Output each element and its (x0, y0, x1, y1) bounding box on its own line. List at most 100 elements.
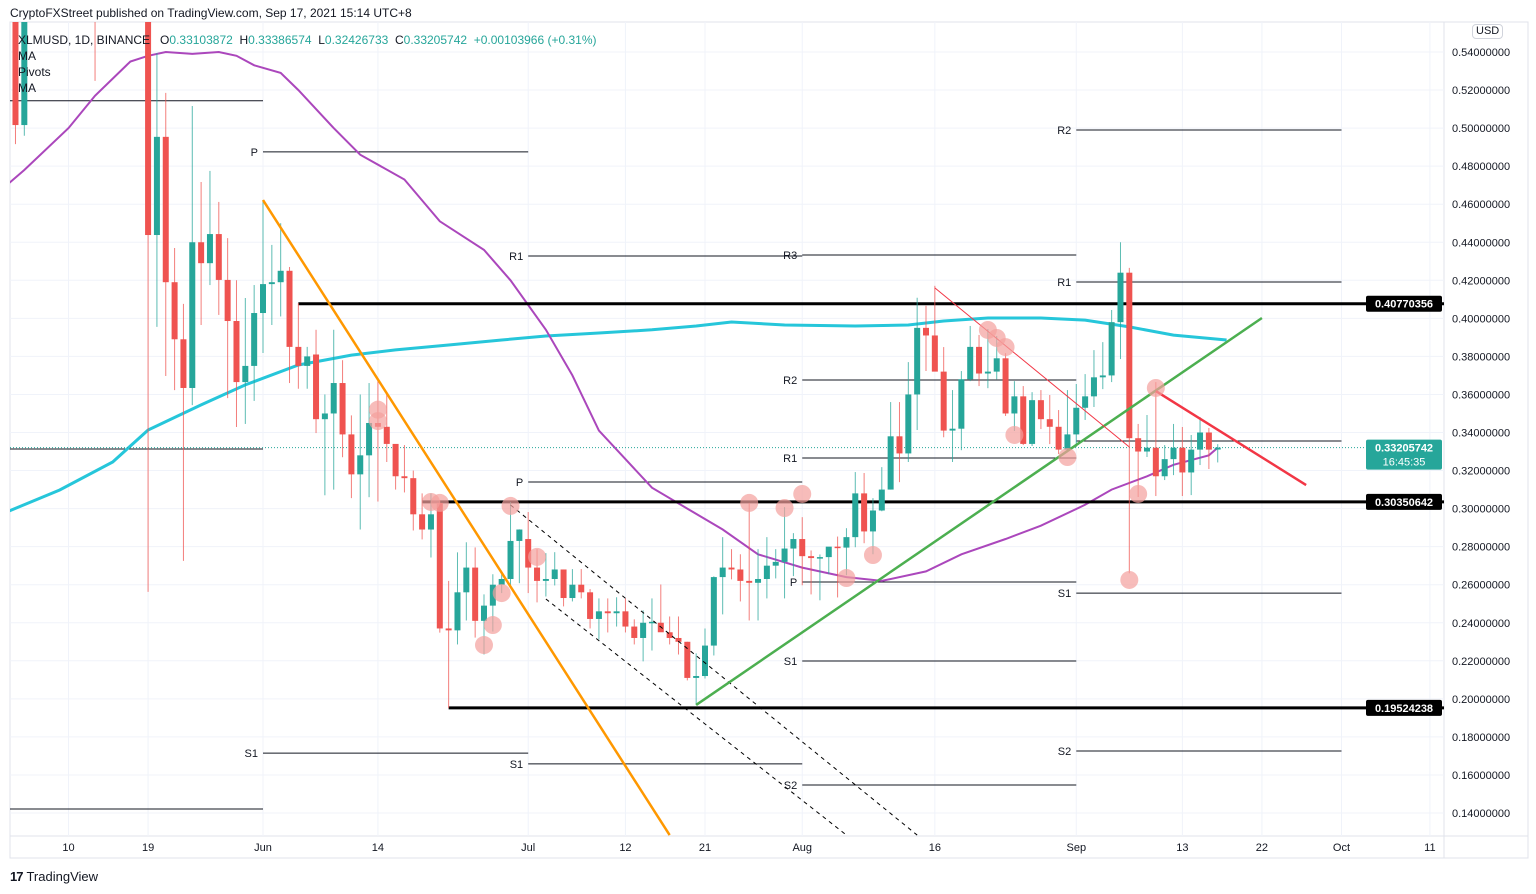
candle-down[interactable] (12, 0, 19, 145)
candle-up[interactable] (304, 346, 311, 389)
candle-down[interactable] (313, 329, 320, 434)
candle-down[interactable] (604, 598, 611, 633)
candle-up[interactable] (710, 576, 717, 656)
time-axis[interactable]: 10 19 Jun 14 Jul 12 21 Aug 16 Sep 13 22 Oct 11 (62, 842, 1435, 854)
candle-down[interactable] (728, 549, 735, 580)
candle-up[interactable] (1064, 390, 1071, 453)
candle-down[interactable] (162, 92, 169, 376)
indicator-ma-2[interactable]: MA (18, 81, 36, 95)
candle-up[interactable] (613, 597, 620, 627)
candle-up[interactable] (790, 533, 797, 577)
candle-down[interactable] (923, 305, 929, 372)
candle-down[interactable] (861, 473, 868, 544)
indicator-pivots[interactable]: Pivots (18, 65, 51, 79)
candle-up[interactable] (1117, 242, 1124, 360)
candle-down[interactable] (472, 547, 479, 638)
candle-down[interactable] (339, 360, 346, 458)
candle-up[interactable] (516, 529, 523, 584)
candle-down[interactable] (392, 443, 399, 490)
candle-up[interactable] (1161, 445, 1168, 481)
candle-up[interactable] (357, 394, 364, 530)
candle-up[interactable] (1082, 374, 1089, 420)
candle-down[interactable] (180, 303, 187, 561)
candle-up[interactable] (1188, 434, 1195, 496)
candle-down[interactable] (666, 616, 673, 645)
candle-up[interactable] (21, 0, 28, 136)
candle-down[interactable] (834, 536, 841, 598)
candle-down[interactable] (657, 584, 664, 633)
candle-up[interactable] (251, 285, 258, 401)
candle-down[interactable] (1179, 426, 1186, 497)
candle-up[interactable] (260, 200, 266, 353)
candle-down[interactable] (1205, 427, 1212, 470)
candle-up[interactable] (905, 362, 912, 462)
red-downtrend-line[interactable] (1155, 389, 1307, 487)
candle-up[interactable] (1214, 444, 1221, 463)
candle-down[interactable] (746, 502, 753, 621)
candle-up[interactable] (843, 528, 850, 576)
candle-down[interactable] (295, 303, 302, 389)
candle-down[interactable] (171, 247, 178, 391)
candle-up[interactable] (958, 371, 965, 451)
candle-up[interactable] (1029, 392, 1036, 447)
candle-up[interactable] (551, 552, 558, 586)
candle-up[interactable] (569, 569, 576, 602)
candle-up[interactable] (1144, 414, 1150, 458)
candle-down[interactable] (684, 641, 691, 681)
candle-down[interactable] (560, 569, 567, 607)
candle-up[interactable] (781, 507, 788, 599)
candle-down[interactable] (896, 402, 903, 483)
candle-down[interactable] (233, 280, 240, 427)
candle-up[interactable] (825, 546, 832, 575)
candle-down[interactable] (631, 619, 638, 645)
candle-up[interactable] (648, 598, 655, 651)
candle-up[interactable] (852, 472, 859, 548)
candle-down[interactable] (401, 445, 408, 493)
candle-up[interactable] (242, 297, 249, 424)
candle-down[interactable] (374, 379, 381, 502)
candle-up[interactable] (277, 223, 284, 317)
candle-down[interactable] (215, 201, 222, 315)
candle-up[interactable] (693, 653, 700, 705)
candle-down[interactable] (286, 266, 293, 384)
candle-up[interactable] (189, 106, 196, 406)
candle-up[interactable] (967, 325, 974, 382)
candle-up[interactable] (366, 383, 373, 498)
candle-up[interactable] (1108, 309, 1115, 383)
candle-down[interactable] (198, 181, 205, 326)
candle-down[interactable] (436, 500, 443, 633)
candle-down[interactable] (1055, 410, 1062, 454)
candle-up[interactable] (763, 537, 770, 599)
candle-up[interactable] (1090, 350, 1097, 408)
green-uptrend-line[interactable] (695, 316, 1263, 706)
candle-up[interactable] (702, 628, 708, 679)
candle-down[interactable] (445, 580, 452, 708)
candle-up[interactable] (949, 390, 956, 462)
candle-down[interactable] (348, 415, 355, 499)
candle-down[interactable] (1135, 423, 1142, 497)
candle-down[interactable] (808, 550, 815, 595)
candle-down[interactable] (675, 616, 682, 655)
candle-up[interactable] (595, 598, 602, 640)
candle-down[interactable] (410, 470, 417, 531)
candle-up[interactable] (869, 498, 876, 555)
candle-down[interactable] (587, 589, 594, 629)
candle-up[interactable] (454, 552, 461, 645)
candle-up[interactable] (542, 553, 549, 597)
candle-up[interactable] (153, 52, 160, 327)
candle-up[interactable] (1011, 381, 1018, 431)
candle-up[interactable] (816, 554, 823, 601)
candle-down[interactable] (383, 394, 390, 462)
candle-down[interactable] (1152, 382, 1159, 497)
candle-up[interactable] (887, 402, 894, 490)
candle-up[interactable] (507, 501, 514, 586)
orange-downtrend-line[interactable] (261, 199, 671, 836)
candle-up[interactable] (1073, 383, 1080, 447)
candle-up[interactable] (719, 537, 726, 615)
candle-up[interactable] (206, 170, 213, 286)
candle-down[interactable] (1126, 267, 1133, 574)
candle-up[interactable] (268, 244, 275, 326)
candle-down[interactable] (799, 517, 806, 586)
candle-down[interactable] (976, 334, 983, 387)
